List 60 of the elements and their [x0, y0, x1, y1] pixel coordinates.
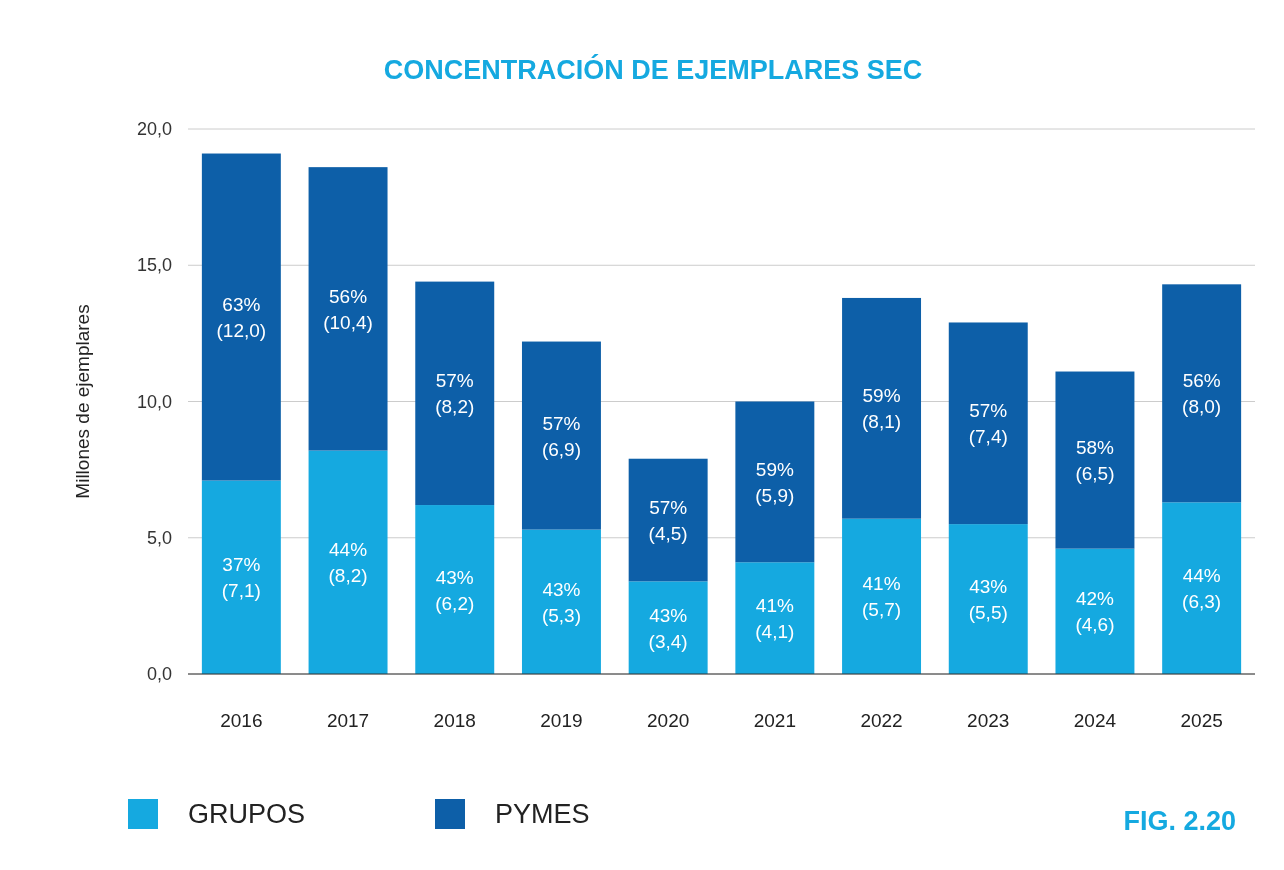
data-label: 41% (5,7) — [862, 572, 902, 620]
bar — [735, 401, 815, 563]
bar — [1162, 284, 1242, 503]
data-label: 43% (5,5) — [968, 575, 1008, 623]
y-tick-label: 10,0 — [136, 391, 172, 412]
bar — [842, 297, 922, 519]
bar — [201, 480, 281, 674]
y-tick-label: 0,0 — [146, 664, 172, 684]
x-tick-label: 2021 — [753, 709, 796, 731]
data-label: 63% (12,0) — [216, 293, 267, 341]
bar — [521, 529, 601, 674]
bar — [415, 281, 495, 506]
x-tick-label: 2018 — [433, 709, 476, 731]
x-tick-label: 2024 — [1073, 709, 1117, 731]
bar — [201, 153, 281, 481]
data-label: 43% (5,3) — [541, 578, 581, 626]
data-label: 43% (6,2) — [435, 566, 475, 614]
x-tick-label: 2025 — [1180, 709, 1223, 731]
x-tick-label: 2016 — [220, 709, 263, 731]
chart-title: CONCENTRACIÓN DE EJEMPLARES SEC — [383, 54, 923, 85]
data-label: 57% (8,2) — [435, 369, 475, 417]
data-label: 42% (4,6) — [1075, 587, 1115, 635]
bar — [308, 450, 388, 674]
data-label: 43% (3,4) — [648, 604, 688, 652]
bar — [842, 518, 922, 674]
data-label: 56% (8,0) — [1182, 369, 1222, 417]
data-label: 56% (10,4) — [323, 285, 373, 333]
y-axis-title: Millones de ejemplares — [71, 304, 93, 499]
bar — [735, 562, 815, 674]
bar — [1055, 371, 1135, 549]
data-label: 37% (7,1) — [221, 553, 261, 601]
bar — [628, 581, 708, 674]
bar — [308, 167, 388, 451]
data-label: 58% (6,5) — [1075, 436, 1115, 484]
y-tick-label: 5,0 — [146, 527, 172, 548]
caption: FIG. 2.20 — [1123, 806, 1236, 836]
x-tick-label: 2022 — [860, 709, 903, 731]
data-label: 57% (7,4) — [968, 399, 1008, 447]
bar — [1055, 548, 1135, 674]
data-label: 44% (6,3) — [1182, 564, 1222, 612]
data-label: 57% (6,9) — [541, 412, 581, 460]
x-tick-label: 2019 — [540, 709, 583, 731]
x-tick-label: 2023 — [967, 709, 1010, 731]
data-label: 57% (4,5) — [648, 496, 688, 544]
bar — [948, 524, 1028, 674]
y-tick-label: 20,0 — [136, 119, 172, 139]
legend-label: PYMES — [495, 799, 590, 829]
legend-label: GRUPOS — [188, 799, 306, 829]
y-tick-label: 15,0 — [136, 255, 172, 276]
data-label: 44% (8,2) — [328, 538, 368, 586]
bar — [1162, 502, 1242, 674]
bar — [628, 458, 708, 582]
bar — [521, 341, 601, 530]
bar — [948, 322, 1028, 525]
data-label: 59% (5,9) — [755, 458, 795, 506]
x-tick-label: 2017 — [326, 709, 370, 731]
data-label: 41% (4,1) — [755, 594, 795, 642]
data-label: 59% (8,1) — [862, 384, 902, 432]
x-tick-label: 2020 — [647, 709, 690, 731]
bar — [415, 505, 495, 674]
